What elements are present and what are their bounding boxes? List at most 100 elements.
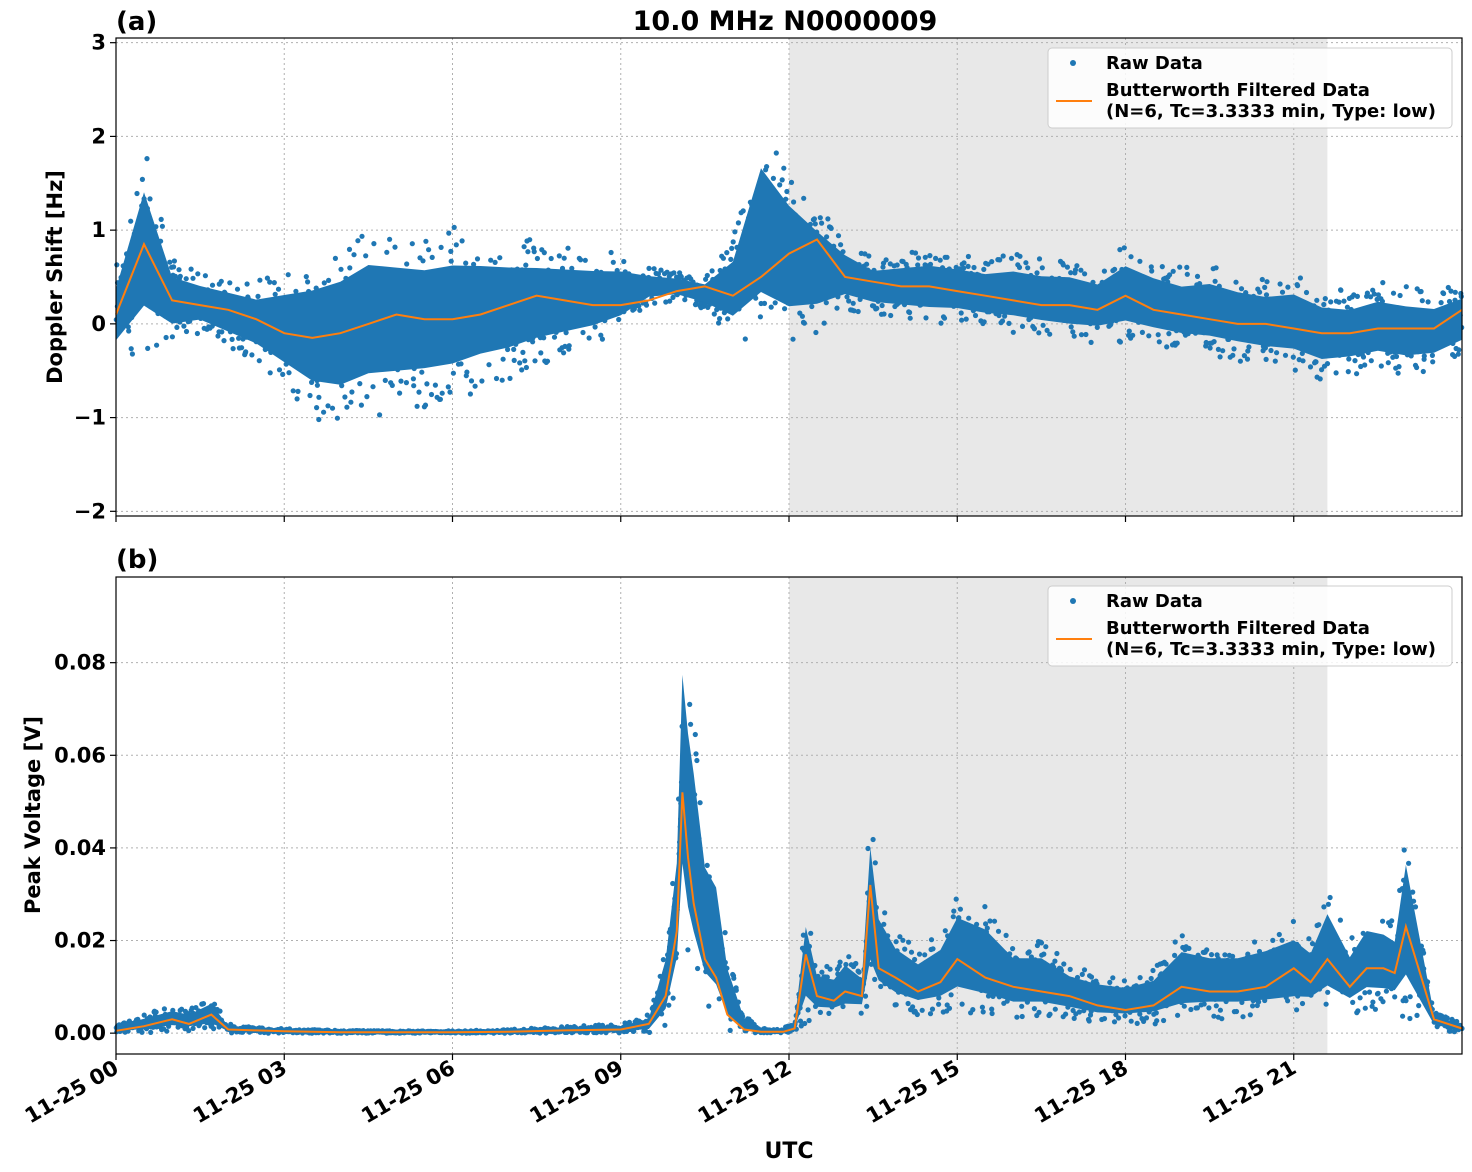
raw-data-point <box>371 241 377 247</box>
raw-data-point <box>1019 323 1026 329</box>
raw-data-point <box>1044 327 1050 333</box>
raw-data-point <box>256 358 262 364</box>
raw-data-point <box>451 224 457 230</box>
raw-data-point <box>530 339 536 345</box>
raw-data-point <box>202 273 208 279</box>
raw-data-point <box>1159 264 1165 270</box>
raw-data-point <box>608 249 614 256</box>
raw-data-point <box>834 305 840 311</box>
raw-data-point <box>682 297 688 303</box>
raw-data-point <box>221 338 227 344</box>
raw-data-point <box>1362 362 1368 368</box>
raw-data-point <box>176 267 182 273</box>
raw-data-point <box>1358 363 1364 370</box>
raw-data-point <box>411 383 417 389</box>
raw-data-point <box>1300 358 1306 364</box>
raw-data-point <box>1455 351 1461 357</box>
raw-data-point <box>1083 331 1089 338</box>
raw-data-point <box>717 316 723 322</box>
raw-data-point <box>916 951 923 957</box>
raw-data-point <box>1052 1006 1058 1012</box>
raw-data-point <box>217 1008 223 1014</box>
raw-data-point <box>838 242 844 248</box>
raw-data-point <box>678 274 684 280</box>
raw-data-point <box>953 896 959 902</box>
raw-data-point <box>989 1010 995 1017</box>
raw-data-point <box>1274 350 1280 356</box>
raw-data-point <box>1285 284 1291 290</box>
raw-data-point <box>981 266 987 272</box>
raw-data-point <box>1172 939 1178 945</box>
raw-data-point <box>219 329 225 335</box>
raw-data-point <box>1264 279 1270 285</box>
raw-data-point <box>929 1006 936 1012</box>
raw-data-point <box>586 335 592 341</box>
raw-data-point <box>984 925 990 931</box>
raw-data-point <box>1130 332 1136 338</box>
raw-data-point <box>1003 932 1009 939</box>
raw-data-point <box>1101 268 1107 274</box>
raw-data-point <box>1354 371 1360 377</box>
raw-data-point <box>1019 1003 1025 1009</box>
raw-data-core <box>116 168 1462 385</box>
raw-data-point <box>1294 1007 1300 1013</box>
panel-a-legend: Raw Data Butterworth Filtered Data (N=6, … <box>1047 47 1453 129</box>
raw-data-point <box>1452 289 1458 295</box>
raw-data-point <box>636 303 642 309</box>
raw-data-point <box>779 177 785 183</box>
raw-data-point <box>183 276 189 282</box>
raw-data-point <box>565 245 571 251</box>
raw-data-point <box>1141 1018 1147 1024</box>
raw-data-point <box>1074 263 1080 269</box>
raw-data-point <box>1262 345 1268 351</box>
panel-a-legend-filtered: Butterworth Filtered Data (N=6, Tc=3.3333… <box>1106 80 1436 122</box>
raw-data-point <box>295 388 301 394</box>
raw-data-point <box>1031 326 1037 332</box>
raw-data-point <box>784 188 790 195</box>
raw-data-point <box>358 402 364 408</box>
raw-data-point <box>908 949 915 955</box>
raw-data-point <box>561 350 567 356</box>
raw-data-point <box>709 268 715 274</box>
raw-data-point <box>997 257 1003 263</box>
raw-data-point <box>194 330 200 337</box>
raw-data-point <box>959 317 965 323</box>
raw-data-point <box>827 966 833 972</box>
raw-data-point <box>1368 294 1374 300</box>
raw-data-point <box>855 308 861 315</box>
raw-data-point <box>1297 275 1303 281</box>
raw-data-point <box>541 335 547 341</box>
raw-data-point <box>1378 363 1384 369</box>
raw-data-point <box>154 342 160 348</box>
raw-data-point <box>446 230 452 236</box>
raw-data-point <box>844 294 850 300</box>
raw-data-point <box>293 288 299 294</box>
raw-data-point <box>267 279 273 285</box>
raw-data-point <box>334 415 340 421</box>
raw-data-point <box>905 1000 911 1007</box>
raw-data-point <box>1238 286 1245 292</box>
raw-data-point <box>474 256 481 262</box>
raw-data-point <box>930 946 936 952</box>
raw-data-point <box>1006 320 1012 326</box>
raw-data-point <box>1364 290 1370 296</box>
raw-data-point <box>1241 353 1247 359</box>
raw-data-point <box>280 371 286 377</box>
raw-data-point <box>1222 952 1228 958</box>
raw-data-point <box>764 164 770 170</box>
raw-data-point <box>234 286 241 292</box>
raw-data-point <box>397 390 403 396</box>
raw-data-point <box>1148 264 1154 270</box>
raw-data-point <box>314 382 320 388</box>
raw-data-point <box>562 343 568 349</box>
raw-data-point <box>902 946 908 952</box>
raw-data-point <box>1247 1012 1253 1018</box>
panel-a-ylabel: Doppler Shift [Hz] <box>43 170 67 384</box>
raw-data-point <box>996 312 1002 319</box>
raw-data-point <box>1068 324 1074 330</box>
raw-data-point <box>1338 287 1344 293</box>
raw-data-point <box>1000 253 1006 259</box>
raw-data-point <box>215 333 221 339</box>
raw-data-point <box>1344 304 1350 310</box>
